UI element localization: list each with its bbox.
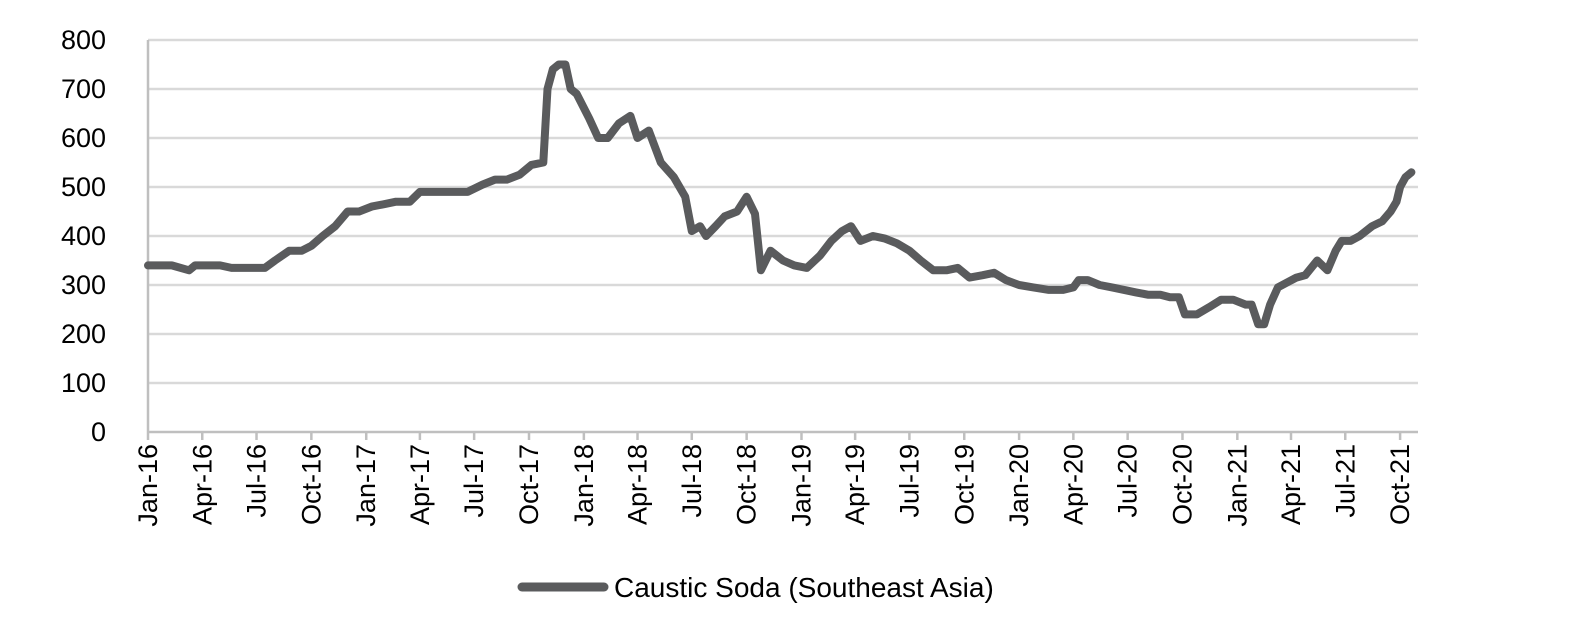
x-tick-label: Jul-16 bbox=[242, 444, 272, 518]
x-tick-label: Apr-16 bbox=[187, 444, 217, 525]
x-tick-label: Jan-19 bbox=[786, 444, 816, 527]
x-tick-label: Oct-19 bbox=[949, 444, 979, 525]
x-tick-label: Jan-17 bbox=[351, 444, 381, 527]
x-tick-label: Jul-18 bbox=[677, 444, 707, 518]
x-tick-label: Apr-17 bbox=[405, 444, 435, 525]
gridlines bbox=[148, 38, 1418, 385]
y-axis-ticks: 0 100 200 300 400 500 600 700 800 bbox=[61, 25, 106, 447]
x-tick-label: Jan-20 bbox=[1004, 444, 1034, 527]
x-tick-label: Oct-17 bbox=[514, 444, 544, 525]
x-tick-label: Jul-19 bbox=[894, 444, 924, 518]
x-tick-label: Jan-21 bbox=[1222, 444, 1252, 527]
series-group bbox=[144, 60, 1416, 329]
x-tick-label: Apr-19 bbox=[840, 444, 870, 525]
y-tick-label: 800 bbox=[61, 25, 106, 55]
legend-label: Caustic Soda (Southeast Asia) bbox=[614, 572, 994, 603]
y-tick-label: 0 bbox=[91, 417, 106, 447]
y-tick-label: 400 bbox=[61, 221, 106, 251]
y-tick-label: 700 bbox=[61, 74, 106, 104]
x-tick-label: Apr-21 bbox=[1276, 444, 1306, 525]
x-tick-label: Jan-18 bbox=[569, 444, 599, 527]
y-tick-label: 300 bbox=[61, 270, 106, 300]
x-axis bbox=[146, 40, 1418, 434]
y-tick-label: 600 bbox=[61, 123, 106, 153]
x-tick-label: Jul-21 bbox=[1330, 444, 1360, 518]
x-tick-label: Oct-18 bbox=[732, 444, 762, 525]
x-tick-label: Apr-20 bbox=[1058, 444, 1088, 525]
x-tick-label: Oct-16 bbox=[296, 444, 326, 525]
series-line bbox=[144, 60, 1416, 329]
x-tick-label: Jul-20 bbox=[1113, 444, 1143, 518]
legend: Caustic Soda (Southeast Asia) bbox=[517, 572, 994, 603]
x-axis-ticks: Jan-16 Apr-16 Jul-16 Oct-16 Jan-17 Apr-17 Jul-… bbox=[133, 432, 1415, 527]
y-tick-label: 500 bbox=[61, 172, 106, 202]
x-tick-label: Jan-16 bbox=[133, 444, 163, 527]
x-tick-label: Oct-21 bbox=[1385, 444, 1415, 525]
x-tick-label: Apr-18 bbox=[623, 444, 653, 525]
x-tick-label: Jul-17 bbox=[459, 444, 489, 518]
x-tick-label: Oct-20 bbox=[1167, 444, 1197, 525]
y-tick-label: 100 bbox=[61, 368, 106, 398]
y-tick-label: 200 bbox=[61, 319, 106, 349]
